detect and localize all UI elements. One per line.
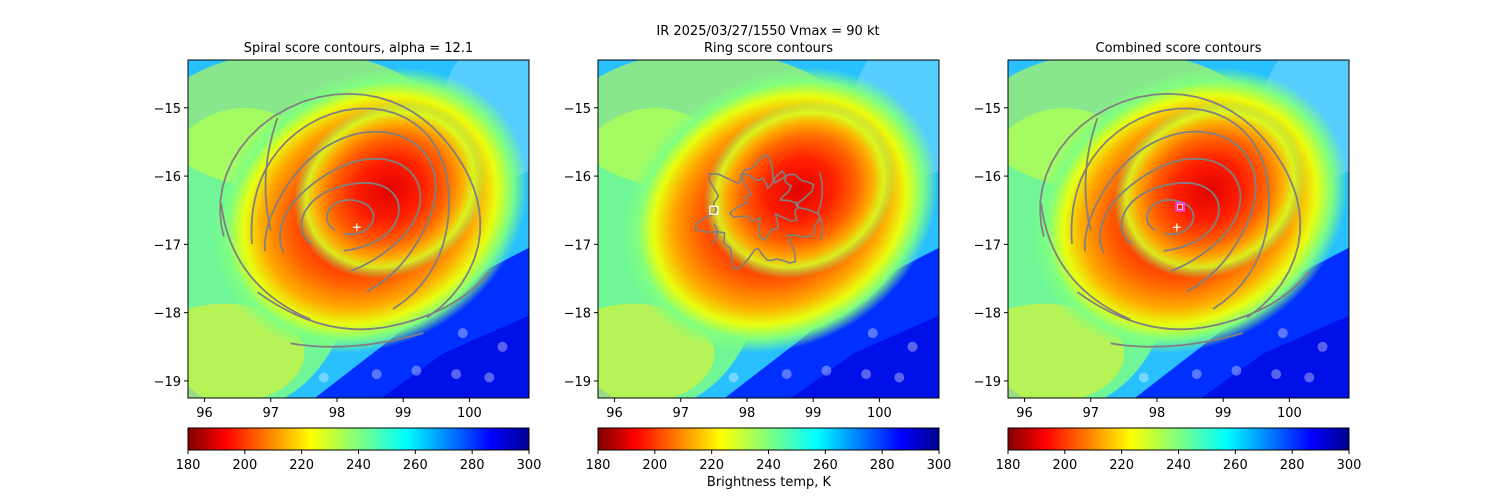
colorbar-tick-label: 260 [403, 458, 428, 473]
panel-title: Ring score contours [704, 41, 833, 56]
colorbar-tick-label: 220 [1109, 458, 1134, 473]
colorbar-tick-label: 300 [517, 458, 542, 473]
score-contours [1039, 92, 1310, 348]
axes-frame [597, 59, 940, 399]
colorbar-tick-label: 200 [232, 458, 257, 473]
x-tick-label: 98 [739, 406, 756, 421]
y-tick-label: −17 [974, 238, 1001, 253]
colorbar-tick-label: 240 [1166, 458, 1191, 473]
x-tick-label: 100 [867, 406, 892, 421]
y-tick-label: −18 [154, 307, 181, 322]
brightness-temperature-image [1008, 60, 1349, 398]
colorbar-tick-label: 200 [642, 458, 667, 473]
colorbar-tick-label: 280 [460, 458, 485, 473]
x-tick-label: 96 [196, 406, 213, 421]
brightness-temperature-image [188, 60, 529, 398]
x-tick-label: 98 [1149, 406, 1166, 421]
y-tick-label: −16 [154, 170, 181, 185]
x-tick-label: 99 [395, 406, 412, 421]
colorbar-tick-label: 300 [1337, 458, 1362, 473]
brightness-temperature-image [598, 60, 939, 398]
y-tick-label: −15 [154, 102, 181, 117]
colorbar-tick-label: 260 [813, 458, 838, 473]
colorbar-tick-label: 180 [586, 458, 611, 473]
x-tick-label: 100 [1277, 406, 1302, 421]
colorbar-tick-label: 280 [1280, 458, 1305, 473]
y-tick-label: −16 [974, 170, 1001, 185]
combined-center-marker [1175, 202, 1185, 212]
panel-3: Combined score contours 96 97 98 99 100 −15 −16… [974, 41, 1362, 473]
panel-2: Ring score contours 96 97 98 99 100 −15 −16 −17 −… [564, 41, 952, 473]
panel-title: Spiral score contours, alpha = 12.1 [244, 41, 473, 56]
y-tick-label: −18 [974, 307, 1001, 322]
y-tick-label: −19 [564, 375, 591, 390]
colorbar-gradient [1007, 427, 1350, 451]
colorbar-tick-label: 180 [176, 458, 201, 473]
colorbar-tick-label: 220 [699, 458, 724, 473]
colorbar-gradient [187, 427, 530, 451]
colorbar: 180 200 220 240 260 280 300 [586, 427, 952, 473]
y-tick-label: −19 [154, 375, 181, 390]
panel-title: Combined score contours [1096, 41, 1262, 56]
storm-center-marker [1172, 223, 1181, 232]
ring-center-marker [709, 205, 719, 215]
colorbar-label: Brightness temp, K [707, 475, 832, 490]
axes-frame [187, 59, 530, 399]
figure-suptitle: IR 2025/03/27/1550 Vmax = 90 kt [656, 24, 879, 39]
y-tick-label: −19 [974, 375, 1001, 390]
x-tick-label: 96 [1016, 406, 1033, 421]
combined-center-marker-inner [1177, 203, 1184, 210]
panel-1: Spiral score contours, alpha = 12.1 96 97 9… [154, 41, 542, 473]
colorbar-tick-label: 220 [289, 458, 314, 473]
colorbar-gradient [597, 427, 940, 451]
x-tick-label: 97 [262, 406, 279, 421]
x-tick-label: 99 [1215, 406, 1232, 421]
colorbar-tick-label: 200 [1052, 458, 1077, 473]
x-tick-label: 100 [457, 406, 482, 421]
colorbar-tick-label: 260 [1223, 458, 1248, 473]
x-tick-label: 97 [1082, 406, 1099, 421]
y-tick-label: −18 [564, 307, 591, 322]
x-tick-label: 96 [606, 406, 623, 421]
score-contours [219, 92, 490, 348]
storm-center-marker [352, 223, 361, 232]
colorbar: 180 200 220 240 260 280 300 [176, 427, 542, 473]
colorbar-tick-label: 300 [927, 458, 952, 473]
colorbar-tick-label: 280 [870, 458, 895, 473]
x-tick-label: 97 [672, 406, 689, 421]
x-tick-label: 98 [329, 406, 346, 421]
x-tick-label: 99 [805, 406, 822, 421]
y-tick-label: −15 [974, 102, 1001, 117]
colorbar-tick-label: 240 [756, 458, 781, 473]
colorbar-tick-label: 240 [346, 458, 371, 473]
y-tick-label: −15 [564, 102, 591, 117]
y-tick-label: −17 [564, 238, 591, 253]
y-tick-label: −17 [154, 238, 181, 253]
colorbar-tick-label: 180 [996, 458, 1021, 473]
y-tick-label: −16 [564, 170, 591, 185]
colorbar: 180 200 220 240 260 280 300 [996, 427, 1362, 473]
axes-frame [1007, 59, 1350, 399]
